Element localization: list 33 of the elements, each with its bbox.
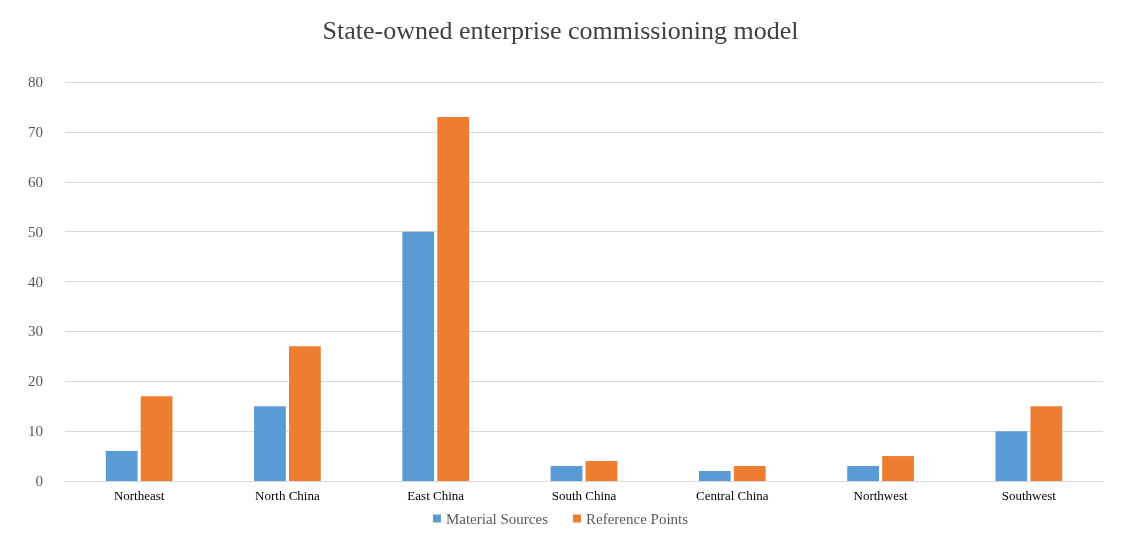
y-tick-label: 0: [35, 473, 43, 489]
x-tick-label: East China: [407, 488, 465, 503]
legend-label: Material Sources: [445, 510, 549, 527]
y-tick-label: 20: [28, 373, 43, 390]
bar: [585, 461, 618, 481]
y-tick-label: 40: [28, 273, 43, 290]
bar: [550, 466, 583, 481]
bar: [105, 451, 138, 481]
bar: [1030, 406, 1063, 481]
x-tick-label: Northwest: [853, 488, 909, 503]
bar: [733, 466, 766, 481]
bar: [847, 466, 879, 481]
bar: [882, 456, 914, 481]
x-tick-label: Southwest: [1001, 488, 1057, 503]
bar: [698, 471, 731, 481]
x-tick-label: North China: [255, 488, 320, 503]
x-tick-label: South China: [551, 488, 617, 503]
y-tick-label: 60: [28, 173, 43, 190]
bar: [402, 231, 435, 481]
y-tick-label: 50: [28, 223, 43, 240]
bar: [995, 431, 1028, 481]
y-tick-label: 10: [28, 423, 43, 440]
legend-label: Reference Points: [586, 510, 689, 527]
x-tick-label: Central China: [696, 488, 769, 503]
bar: [289, 346, 321, 481]
bar: [437, 116, 470, 481]
bar: [254, 406, 286, 481]
bar: [140, 396, 173, 481]
y-tick-label: 30: [28, 323, 43, 340]
y-tick-label: 70: [28, 123, 43, 140]
y-tick-label: 80: [28, 74, 43, 90]
x-tick-label: Northeast: [113, 488, 165, 503]
chart-title: State-owned enterprise commissioning model: [322, 15, 799, 45]
